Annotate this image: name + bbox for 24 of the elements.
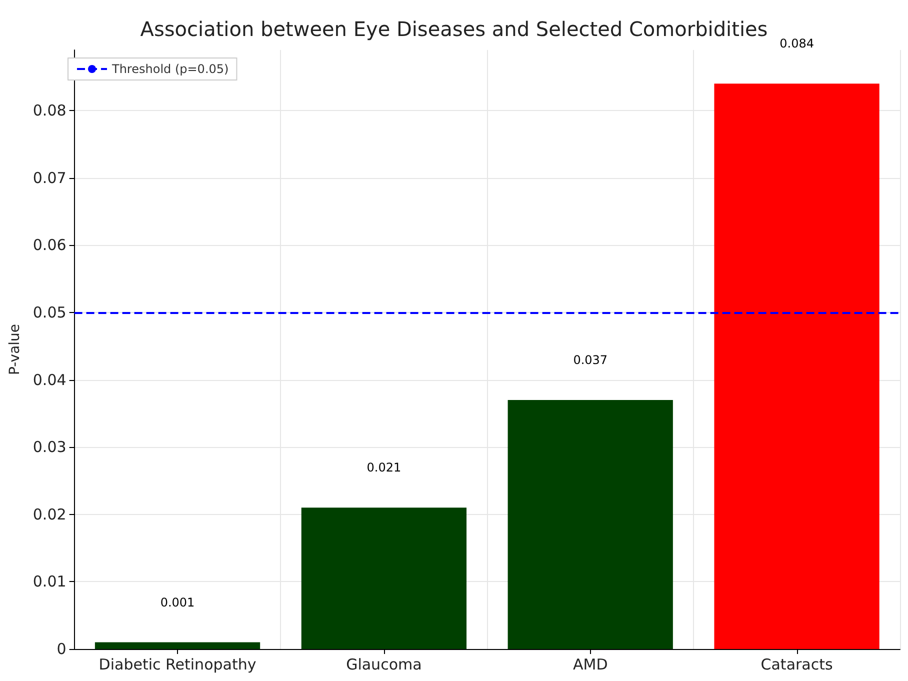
y-tick-label: 0.05 bbox=[32, 303, 66, 322]
y-tick-label: 0.01 bbox=[32, 572, 66, 591]
data-label: 0.037 bbox=[573, 352, 608, 367]
bar bbox=[301, 508, 467, 649]
data-label: 0.001 bbox=[160, 595, 195, 610]
x-tick-label: Diabetic Retinopathy bbox=[98, 656, 256, 674]
y-tick-label: 0.07 bbox=[32, 168, 66, 187]
bar bbox=[714, 84, 880, 649]
y-tick-label: 0.04 bbox=[32, 370, 66, 389]
x-tick-label: AMD bbox=[572, 656, 608, 674]
x-tick-label: Glaucoma bbox=[346, 656, 422, 674]
bar bbox=[508, 400, 673, 649]
bar bbox=[94, 642, 260, 649]
y-tick-label: 0 bbox=[56, 640, 66, 658]
y-tick-label: 0.06 bbox=[32, 236, 66, 254]
y-tick-label: 0.08 bbox=[32, 102, 66, 120]
data-label: 0.084 bbox=[780, 36, 814, 51]
y-axis-title: P-value bbox=[7, 324, 23, 376]
chart-title: Association between Eye Diseases and Selected Comorbidities bbox=[140, 17, 768, 41]
legend-label: Threshold (p=0.05) bbox=[111, 62, 229, 76]
data-label: 0.021 bbox=[366, 460, 402, 475]
y-tick-label: 0.03 bbox=[32, 438, 66, 456]
x-tick-label: Cataracts bbox=[760, 656, 833, 674]
y-tick-label: 0.02 bbox=[32, 505, 66, 524]
